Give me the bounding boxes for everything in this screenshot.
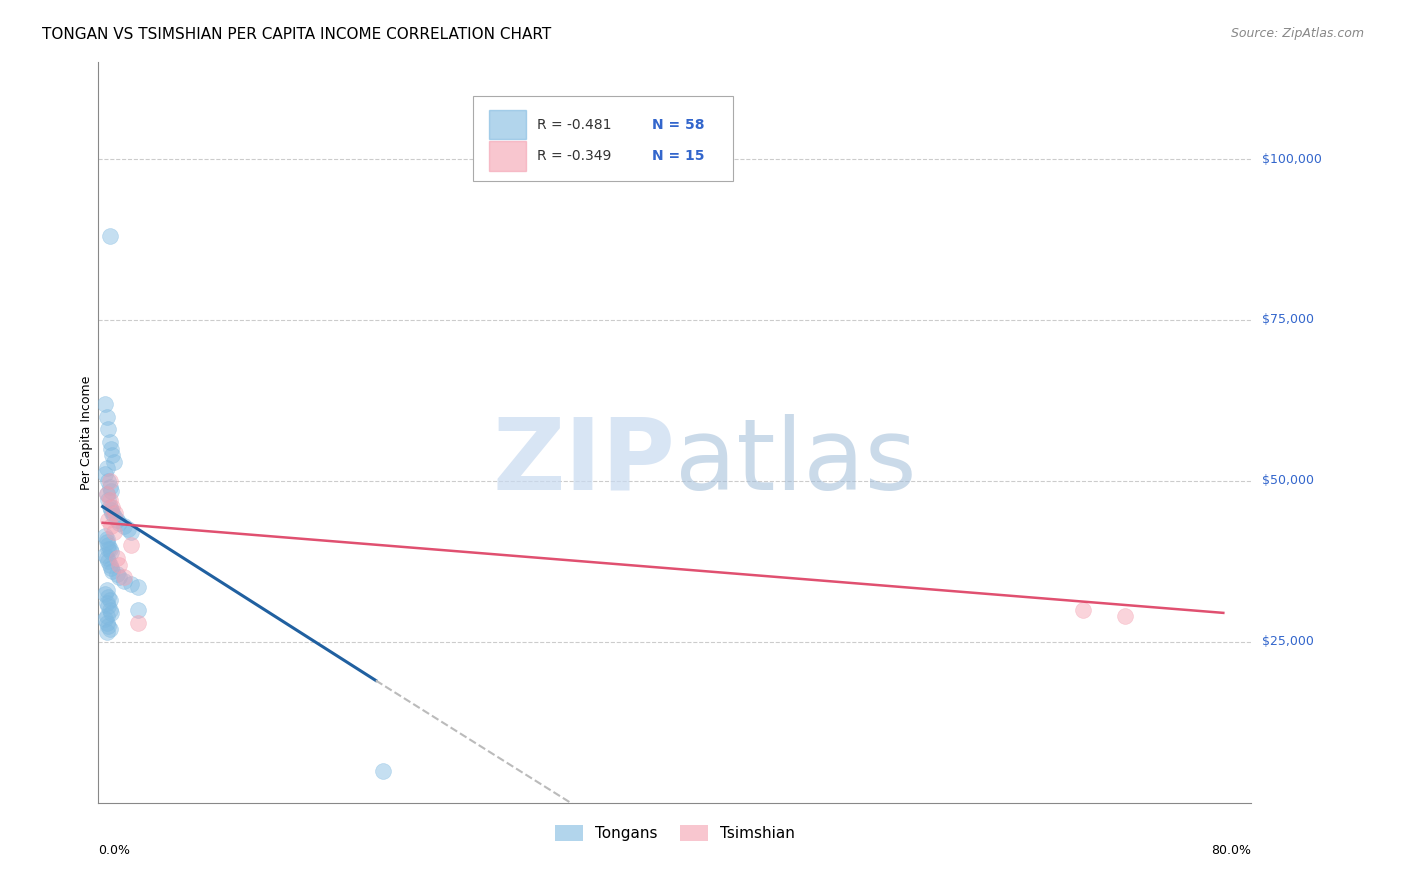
Point bbox=[96, 532, 118, 546]
Text: atlas: atlas bbox=[675, 414, 917, 511]
Text: R = -0.481: R = -0.481 bbox=[537, 118, 612, 132]
Point bbox=[98, 474, 121, 488]
Text: $25,000: $25,000 bbox=[1263, 635, 1315, 648]
Text: TONGAN VS TSIMSHIAN PER CAPITA INCOME CORRELATION CHART: TONGAN VS TSIMSHIAN PER CAPITA INCOME CO… bbox=[42, 27, 551, 42]
Point bbox=[97, 538, 120, 552]
Text: R = -0.349: R = -0.349 bbox=[537, 149, 610, 162]
Point bbox=[94, 467, 117, 482]
Point bbox=[94, 528, 117, 542]
Text: ZIP: ZIP bbox=[492, 414, 675, 511]
Point bbox=[101, 500, 124, 514]
Point bbox=[98, 493, 121, 508]
Point bbox=[103, 525, 125, 540]
Point bbox=[96, 535, 118, 549]
Point bbox=[96, 625, 118, 640]
Point bbox=[120, 577, 142, 591]
Point bbox=[108, 558, 131, 572]
Point bbox=[96, 487, 118, 501]
Point bbox=[97, 493, 120, 508]
Point bbox=[100, 606, 122, 620]
Text: N = 15: N = 15 bbox=[652, 149, 704, 162]
Point bbox=[108, 516, 131, 530]
Point bbox=[100, 503, 122, 517]
Point bbox=[100, 561, 122, 575]
Point bbox=[96, 409, 118, 424]
Point bbox=[100, 483, 122, 498]
Point bbox=[94, 548, 117, 562]
Point bbox=[96, 596, 118, 610]
Point bbox=[96, 551, 118, 566]
Legend: Tongans, Tsimshian: Tongans, Tsimshian bbox=[548, 819, 801, 847]
Point bbox=[101, 448, 124, 462]
Text: 0.0%: 0.0% bbox=[98, 844, 131, 856]
Point bbox=[94, 397, 117, 411]
Point bbox=[120, 538, 142, 552]
Point bbox=[97, 541, 120, 556]
Text: Source: ZipAtlas.com: Source: ZipAtlas.com bbox=[1230, 27, 1364, 40]
FancyBboxPatch shape bbox=[489, 110, 526, 139]
Point bbox=[97, 512, 120, 526]
Y-axis label: Per Capita Income: Per Capita Income bbox=[80, 376, 93, 490]
Text: $75,000: $75,000 bbox=[1263, 313, 1315, 326]
Point bbox=[104, 506, 127, 520]
Point bbox=[127, 580, 149, 594]
Point bbox=[98, 541, 121, 556]
Text: $100,000: $100,000 bbox=[1263, 153, 1322, 166]
Point bbox=[127, 615, 149, 630]
Point bbox=[97, 474, 120, 488]
Point bbox=[96, 609, 118, 624]
Point bbox=[97, 422, 120, 436]
Point bbox=[98, 558, 121, 572]
Point bbox=[1114, 609, 1136, 624]
Point bbox=[105, 567, 128, 582]
Point bbox=[120, 525, 142, 540]
Point bbox=[108, 570, 131, 584]
Point bbox=[97, 599, 120, 614]
Point bbox=[97, 619, 120, 633]
Point bbox=[96, 461, 118, 475]
Point bbox=[97, 554, 120, 568]
Point bbox=[98, 602, 121, 616]
Point bbox=[100, 519, 122, 533]
Point bbox=[98, 593, 121, 607]
Point bbox=[112, 570, 135, 584]
Point bbox=[96, 583, 118, 598]
Point bbox=[96, 615, 118, 630]
Point bbox=[112, 519, 135, 533]
Point bbox=[94, 586, 117, 600]
Point bbox=[98, 622, 121, 636]
Point bbox=[1071, 602, 1094, 616]
Point bbox=[96, 487, 118, 501]
Point bbox=[100, 545, 122, 559]
Point bbox=[100, 442, 122, 456]
Text: N = 58: N = 58 bbox=[652, 118, 704, 132]
Point bbox=[105, 512, 128, 526]
Point bbox=[101, 506, 124, 520]
Point bbox=[117, 522, 139, 536]
Point bbox=[98, 229, 121, 244]
FancyBboxPatch shape bbox=[489, 141, 526, 170]
Point bbox=[127, 602, 149, 616]
Point bbox=[94, 612, 117, 626]
FancyBboxPatch shape bbox=[472, 95, 733, 181]
Point bbox=[101, 564, 124, 578]
Point bbox=[97, 590, 120, 604]
Point bbox=[98, 435, 121, 450]
Point bbox=[371, 764, 394, 778]
Point bbox=[103, 454, 125, 468]
Text: $50,000: $50,000 bbox=[1263, 475, 1315, 487]
Text: 80.0%: 80.0% bbox=[1212, 844, 1251, 856]
Point bbox=[98, 500, 121, 514]
Point bbox=[105, 551, 128, 566]
Point bbox=[98, 480, 121, 494]
Point bbox=[112, 574, 135, 588]
Point bbox=[103, 509, 125, 524]
